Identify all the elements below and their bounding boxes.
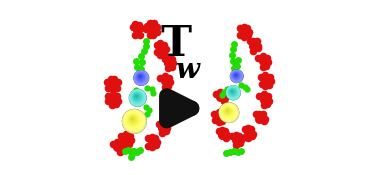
- Circle shape: [230, 70, 243, 82]
- Circle shape: [221, 104, 236, 120]
- Circle shape: [218, 102, 239, 123]
- Circle shape: [124, 111, 143, 130]
- Circle shape: [227, 87, 239, 98]
- Text: T: T: [161, 23, 192, 65]
- Circle shape: [234, 73, 238, 78]
- Circle shape: [133, 70, 149, 86]
- Circle shape: [231, 90, 233, 93]
- Circle shape: [131, 91, 144, 104]
- Circle shape: [220, 104, 237, 121]
- Circle shape: [132, 92, 143, 102]
- Circle shape: [222, 105, 235, 119]
- Circle shape: [226, 110, 228, 111]
- Circle shape: [135, 95, 138, 98]
- Circle shape: [136, 73, 145, 82]
- Circle shape: [229, 89, 235, 95]
- Circle shape: [222, 106, 234, 118]
- Circle shape: [129, 115, 137, 124]
- Circle shape: [231, 90, 232, 92]
- Circle shape: [226, 85, 241, 100]
- Circle shape: [133, 70, 149, 86]
- Text: w: w: [175, 57, 199, 84]
- Circle shape: [232, 71, 241, 80]
- Circle shape: [134, 94, 140, 100]
- Circle shape: [226, 86, 240, 100]
- Circle shape: [136, 73, 144, 81]
- Circle shape: [134, 71, 148, 84]
- Circle shape: [218, 102, 239, 123]
- Circle shape: [225, 108, 230, 114]
- Circle shape: [139, 76, 141, 77]
- Circle shape: [229, 88, 236, 96]
- Circle shape: [127, 114, 139, 126]
- Circle shape: [234, 74, 237, 76]
- Circle shape: [228, 88, 237, 96]
- Circle shape: [130, 116, 136, 122]
- Circle shape: [226, 109, 229, 113]
- Circle shape: [122, 109, 147, 134]
- Circle shape: [125, 112, 142, 129]
- Circle shape: [137, 74, 144, 80]
- Circle shape: [132, 92, 141, 102]
- Circle shape: [130, 117, 135, 121]
- Circle shape: [228, 87, 238, 97]
- Circle shape: [227, 86, 239, 99]
- Circle shape: [129, 89, 146, 106]
- Circle shape: [233, 72, 239, 78]
- Circle shape: [128, 115, 138, 125]
- Circle shape: [138, 75, 142, 79]
- Circle shape: [234, 73, 237, 77]
- Circle shape: [135, 72, 146, 83]
- Circle shape: [226, 85, 241, 100]
- Circle shape: [134, 94, 139, 99]
- Circle shape: [130, 90, 145, 105]
- Circle shape: [133, 93, 141, 100]
- Circle shape: [223, 106, 233, 117]
- Circle shape: [129, 89, 147, 107]
- Circle shape: [134, 71, 149, 85]
- Circle shape: [223, 107, 232, 116]
- Circle shape: [135, 72, 147, 83]
- Circle shape: [219, 103, 238, 122]
- Circle shape: [122, 109, 147, 134]
- Circle shape: [123, 110, 146, 133]
- Circle shape: [126, 113, 141, 128]
- Circle shape: [138, 74, 143, 79]
- Circle shape: [230, 69, 244, 83]
- Circle shape: [232, 72, 240, 79]
- Circle shape: [230, 89, 235, 94]
- Circle shape: [136, 95, 137, 97]
- Circle shape: [235, 74, 236, 75]
- Circle shape: [131, 118, 133, 120]
- Circle shape: [231, 71, 242, 81]
- Circle shape: [131, 91, 143, 103]
- Circle shape: [230, 69, 244, 83]
- Circle shape: [232, 72, 240, 80]
- Circle shape: [139, 75, 141, 78]
- Circle shape: [230, 90, 234, 93]
- Circle shape: [224, 108, 231, 115]
- Circle shape: [129, 89, 147, 107]
- Circle shape: [231, 70, 242, 82]
- Circle shape: [124, 110, 144, 131]
